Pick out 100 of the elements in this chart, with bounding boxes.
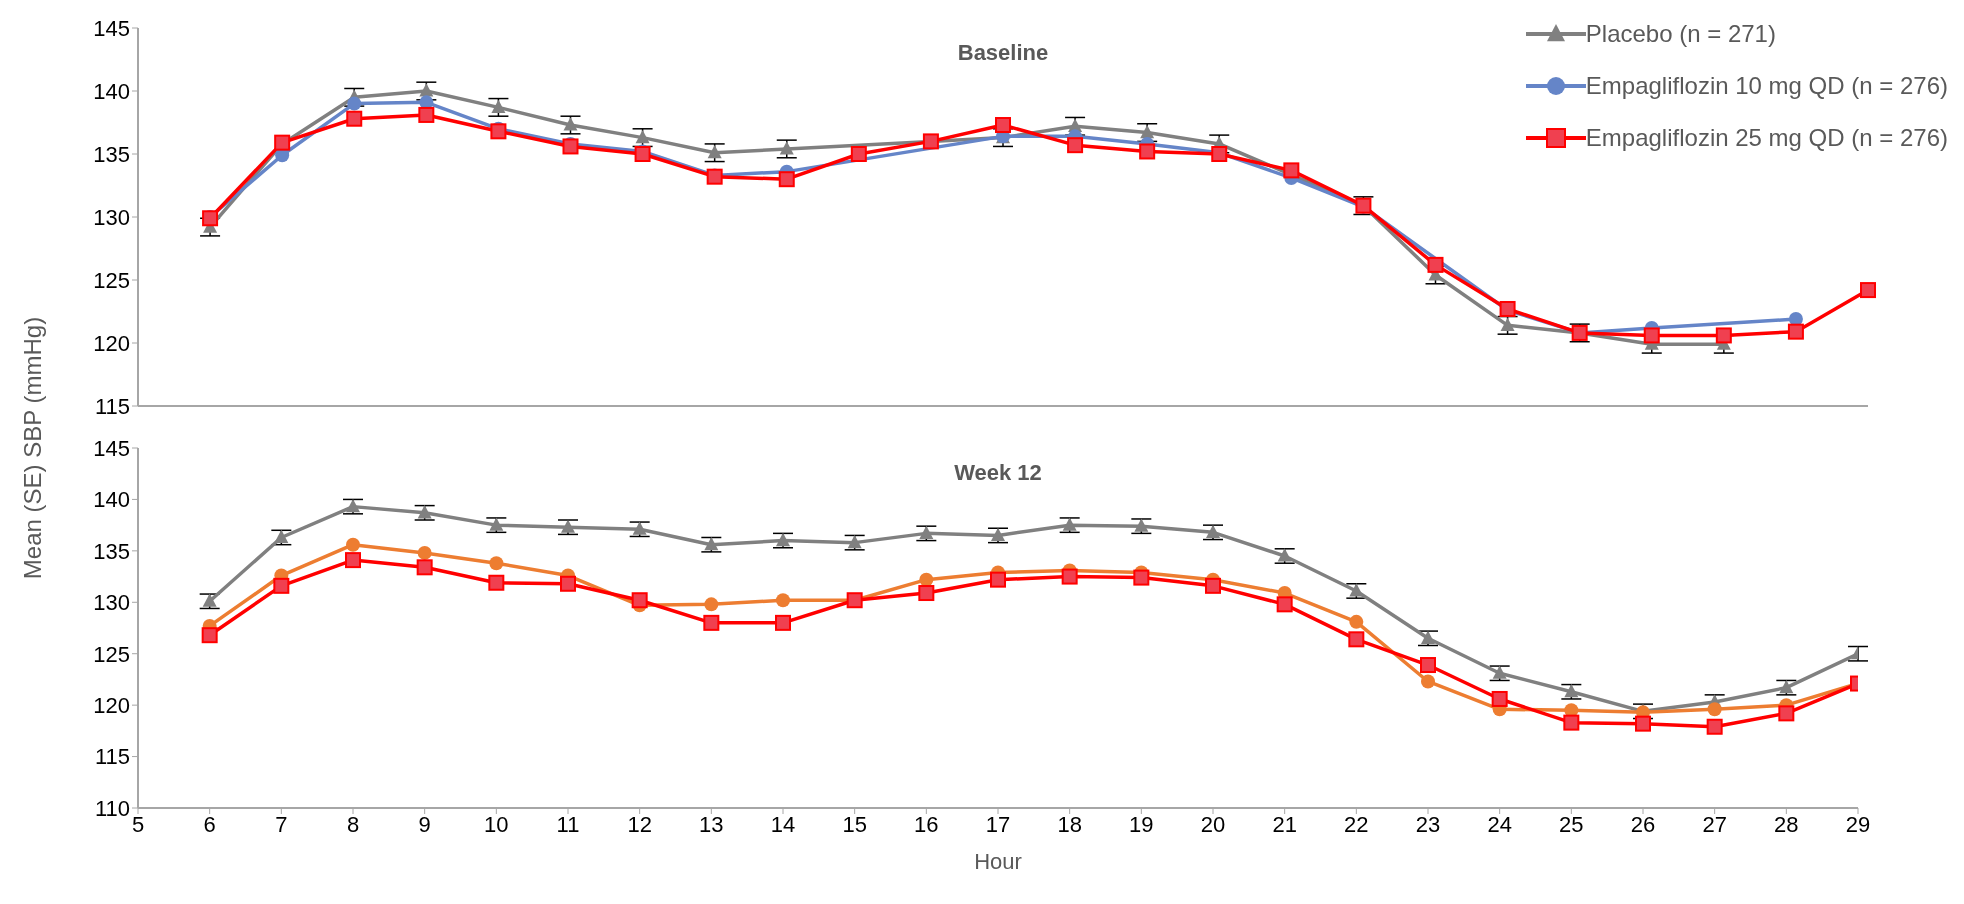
point	[1779, 679, 1794, 694]
point	[991, 527, 1005, 542]
point	[1492, 665, 1507, 679]
x-tick-label: 10	[484, 811, 509, 837]
x-tick-label: 17	[985, 811, 1011, 837]
point	[416, 559, 433, 576]
text: Week 12	[953, 460, 1043, 486]
legend-label: Placebo (n = 271)	[1585, 20, 1776, 48]
x-tick-label: 18	[1057, 811, 1082, 837]
legend-label: Empagliflozin 25 mg QD (n = 276)	[1585, 124, 1948, 152]
point	[1133, 569, 1150, 586]
y-tick-label: 110	[94, 795, 130, 821]
point	[704, 536, 719, 551]
point	[1062, 517, 1077, 531]
y-tick-label: 135	[93, 141, 130, 167]
point	[990, 571, 1006, 588]
x-tick-label: 8	[346, 811, 360, 837]
y-tick-label: 145	[93, 435, 130, 461]
y-tick-label: 145	[93, 15, 130, 41]
x-tick-label: 11	[556, 811, 580, 837]
x-tick-label: 15	[842, 811, 867, 837]
point	[202, 593, 217, 607]
y-tick-label: 135	[93, 538, 130, 564]
point	[489, 556, 504, 571]
point	[1427, 256, 1444, 273]
y-tick-label: 120	[93, 692, 130, 718]
y-tick-label: 125	[93, 267, 130, 293]
point	[775, 614, 791, 631]
point	[995, 117, 1011, 134]
point	[1139, 143, 1156, 160]
x-tick-label: 16	[914, 811, 939, 837]
point	[346, 498, 360, 513]
point	[1061, 568, 1078, 585]
x-tick-label: 6	[203, 811, 216, 837]
x-tick-label: 12	[627, 811, 652, 837]
point	[1348, 631, 1365, 648]
point	[1421, 674, 1435, 689]
point	[1421, 630, 1435, 644]
y-tick-label: 125	[93, 641, 130, 667]
x-tick-label: 25	[1559, 811, 1584, 837]
point	[347, 96, 362, 111]
point	[1706, 718, 1723, 735]
point	[632, 521, 647, 535]
point	[1635, 715, 1651, 732]
y-tick-label: 120	[93, 330, 130, 356]
point	[1283, 162, 1300, 179]
y-tick-label: 115	[94, 393, 130, 419]
point	[1707, 702, 1722, 717]
point	[1067, 137, 1084, 154]
point	[1205, 577, 1221, 594]
point	[919, 572, 934, 587]
point	[1643, 327, 1660, 344]
point	[1206, 524, 1220, 538]
point	[345, 552, 361, 569]
point	[1349, 583, 1364, 597]
point	[1860, 282, 1876, 299]
point	[631, 592, 648, 609]
y-axis-title: Mean (SE) SBP (mmHg)	[19, 316, 47, 580]
point	[417, 505, 432, 519]
y-tick-label: 115	[94, 744, 130, 770]
point	[776, 532, 790, 547]
point	[1564, 684, 1579, 698]
legend-label: Empagliflozin 10 mg QD (n = 276)	[1585, 72, 1948, 100]
point	[273, 577, 290, 594]
x-tick-label: 26	[1630, 811, 1656, 837]
point	[561, 519, 575, 533]
x-tick-label: 7	[275, 811, 288, 837]
point	[1134, 518, 1149, 532]
point	[346, 110, 363, 127]
x-tick-label: 24	[1487, 811, 1512, 837]
point	[1491, 690, 1508, 707]
point	[346, 537, 360, 552]
point	[1563, 714, 1580, 731]
y-tick-label: 130	[93, 590, 130, 616]
point	[489, 517, 504, 531]
x-tick-label: 27	[1702, 811, 1727, 837]
x-tick-label: 19	[1129, 811, 1154, 837]
point	[1787, 323, 1804, 340]
point	[1349, 614, 1364, 629]
point	[847, 534, 862, 549]
point	[490, 123, 507, 140]
point	[1277, 548, 1292, 562]
point	[488, 574, 505, 591]
x-tick-label: 23	[1415, 811, 1441, 837]
x-tick-label: 14	[770, 811, 796, 837]
y-tick-label: 130	[93, 204, 130, 230]
x-tick-label: 13	[699, 811, 724, 837]
x-tick-label: 22	[1344, 811, 1369, 837]
x-tick-label: 20	[1200, 811, 1226, 837]
point	[560, 575, 576, 592]
point	[274, 529, 289, 544]
point	[562, 138, 579, 155]
point	[704, 597, 719, 612]
x-tick-label: 21	[1272, 811, 1297, 837]
point	[776, 593, 790, 608]
point	[778, 171, 795, 188]
y-tick-label: 140	[93, 487, 130, 513]
point	[201, 627, 218, 644]
point	[1420, 657, 1436, 674]
point	[417, 545, 432, 560]
